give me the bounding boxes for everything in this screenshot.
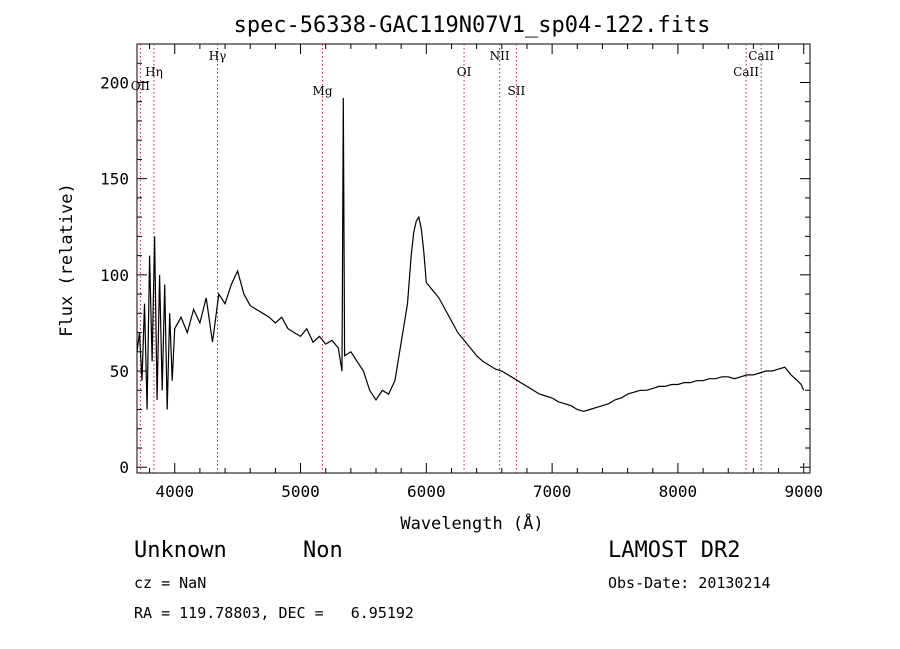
y-tick-label: 150	[100, 170, 129, 189]
y-axis-label: Flux (relative)	[57, 183, 77, 337]
x-tick-label: 4000	[155, 482, 194, 501]
x-axis-label: Wavelength (Å)	[400, 512, 543, 534]
object-class: Unknown	[134, 538, 227, 563]
emission-line-label: Hη	[145, 65, 163, 79]
emission-line-label: NII	[490, 49, 510, 63]
coordinates-readout: RA = 119.78803, DEC = 6.95192	[134, 604, 414, 622]
emission-line-label: SII	[508, 84, 526, 98]
y-tick-label: 50	[110, 362, 129, 381]
x-tick-label: 5000	[281, 482, 320, 501]
y-tick-label: 0	[119, 458, 129, 477]
emission-line-label: OI	[457, 65, 472, 79]
plot-frame	[136, 43, 811, 474]
y-tick-label: 200	[100, 73, 129, 92]
emission-line-label: Hγ	[209, 49, 227, 63]
x-tick-label: 9000	[784, 482, 823, 501]
emission-line-label: CaII	[748, 49, 774, 63]
x-tick-label: 8000	[659, 482, 698, 501]
y-tick-label: 100	[100, 266, 129, 285]
spectrum-series-line	[136, 97, 805, 413]
x-tick-label: 6000	[407, 482, 446, 501]
emission-line-label: CaII	[733, 65, 759, 79]
emission-line-label: Mg	[313, 84, 333, 98]
emission-line-label: OII	[131, 79, 151, 93]
x-tick-label: 7000	[533, 482, 572, 501]
spectrum-chart: spec-56338-GAC119N07V1_sp04-122.fits 400…	[57, 13, 823, 534]
survey-name: LAMOST DR2	[608, 538, 741, 563]
object-subclass: Non	[303, 538, 343, 563]
observation-date: Obs-Date: 20130214	[608, 574, 771, 592]
redshift-readout: cz = NaN	[134, 574, 207, 592]
chart-title: spec-56338-GAC119N07V1_sp04-122.fits	[234, 13, 711, 38]
axis-ticks: 4000 5000 6000 7000 8000 9000 0 50 100 150 200	[100, 44, 823, 501]
